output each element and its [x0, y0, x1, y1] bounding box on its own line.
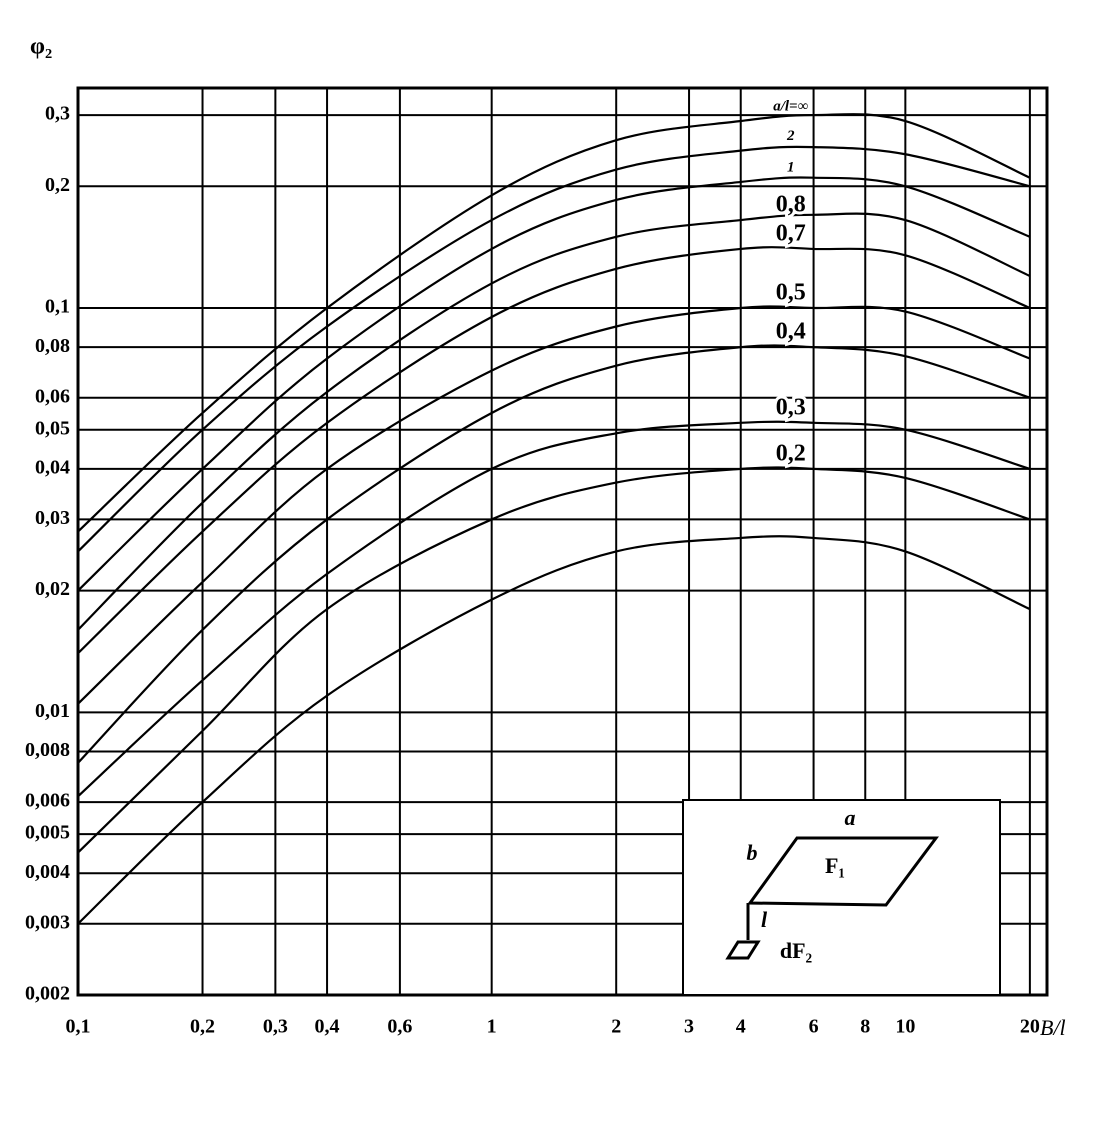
curve: [77, 305, 1031, 705]
x-tick-label: 2: [611, 1016, 621, 1038]
element-df2: [725, 940, 761, 960]
curve: [77, 344, 1031, 764]
x-tick-label: 6: [809, 1016, 819, 1038]
inset: a b F₁ l dF₂: [682, 799, 1001, 996]
y-tick-label: 0,3: [45, 103, 70, 125]
curve-label: 0,5: [776, 280, 806, 306]
inset-label: dF₂: [780, 938, 813, 963]
curve: [77, 535, 1031, 925]
curve: [77, 113, 1031, 533]
x-tick-label: 20: [1020, 1016, 1040, 1038]
inset-label: F₁: [825, 853, 845, 878]
y-tick-label: 0,002: [25, 983, 70, 1005]
curve-label: 0,2: [776, 440, 806, 466]
y-tick-label: 0,05: [35, 417, 70, 439]
y-tick-label: 0,06: [35, 385, 70, 407]
x-tick-label: 8: [860, 1016, 870, 1038]
y-tick-label: 0,08: [35, 335, 70, 357]
curve: [77, 212, 1031, 631]
curve-label: 0,7: [776, 220, 806, 246]
inset-label: l: [761, 907, 768, 932]
curve-label: a/l=∞: [773, 98, 808, 114]
y-tick-label: 0,005: [25, 822, 70, 844]
inset-label: b: [747, 840, 758, 865]
curve: [77, 145, 1031, 553]
curve: [77, 466, 1031, 854]
plane-f1: [747, 836, 939, 907]
curve-label: 2: [786, 128, 795, 144]
y-tick-label: 0,004: [25, 861, 70, 883]
curve: [77, 420, 1031, 798]
x-tick-label: 3: [684, 1016, 694, 1038]
y-tick-label: 0,006: [25, 790, 70, 812]
y-tick-label: 0,008: [25, 739, 70, 761]
inset-box: [682, 799, 1001, 996]
y-axis-label: φ₂: [30, 34, 52, 60]
curve-label: 0,3: [776, 394, 806, 420]
curve-label: 0,8: [776, 192, 806, 218]
y-tick-label: 0,1: [45, 296, 70, 318]
x-axis-label: B/l: [1040, 1015, 1066, 1040]
curve-label: 0,4: [776, 319, 806, 345]
x-tick-label: 0,4: [315, 1016, 340, 1038]
x-tick-label: 1: [487, 1016, 497, 1038]
inset-label: a: [845, 805, 856, 830]
y-tick-label: 0,02: [35, 578, 70, 600]
x-tick-label: 0,3: [263, 1016, 288, 1038]
curve: [77, 176, 1031, 592]
y-tick-label: 0,04: [35, 457, 70, 479]
y-tick-label: 0,01: [35, 700, 70, 722]
y-tick-label: 0,03: [35, 507, 70, 529]
curve-label: 1: [787, 159, 795, 175]
x-tick-label: 10: [895, 1016, 915, 1038]
y-tick-label: 0,003: [25, 911, 70, 933]
x-tick-label: 4: [736, 1016, 746, 1038]
x-tick-label: 0,1: [66, 1016, 91, 1038]
x-tick-label: 0,2: [190, 1016, 215, 1038]
curve: [77, 246, 1031, 655]
y-tick-label: 0,2: [45, 174, 70, 196]
x-tick-label: 0,6: [387, 1016, 412, 1038]
